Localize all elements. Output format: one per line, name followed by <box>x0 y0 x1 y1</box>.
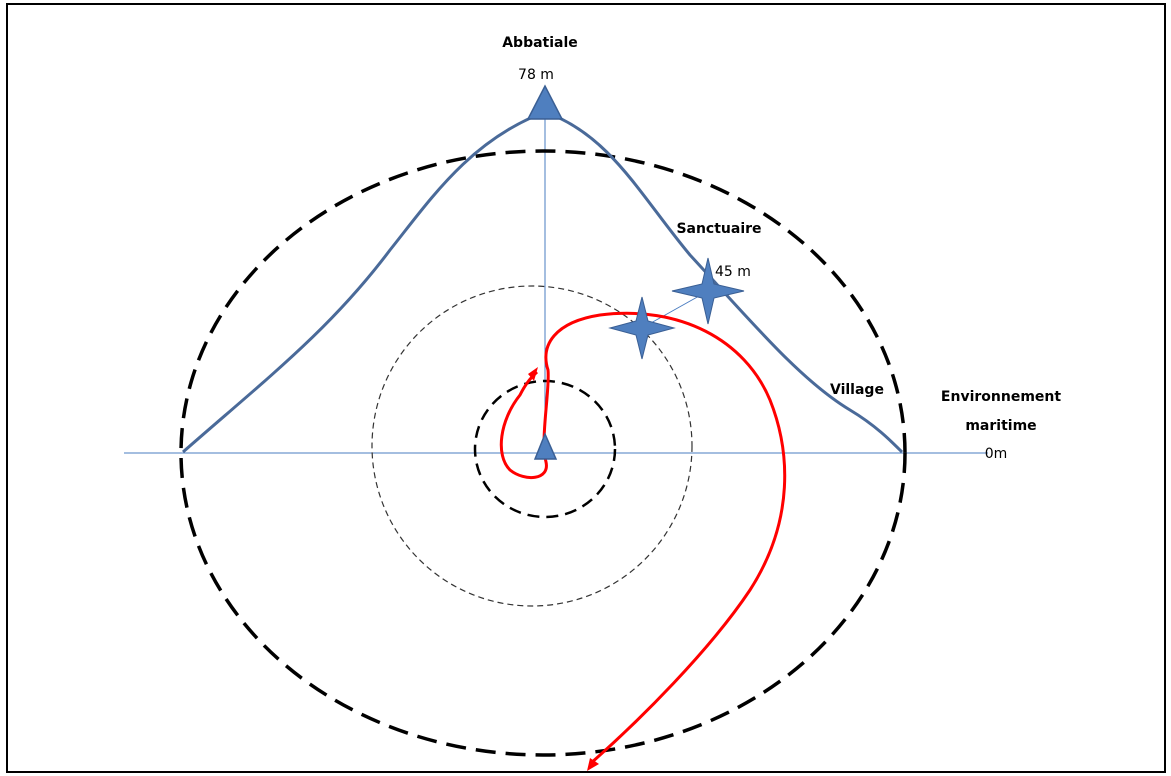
middle-dashed-circle <box>371 285 693 607</box>
abbatiale-label: Abbatiale <box>502 35 578 51</box>
path-arrowhead-start <box>528 367 538 381</box>
lower-sanctuary-star-icon <box>608 296 676 360</box>
sanctuaire-label: Sanctuaire <box>676 221 761 237</box>
village-label: Village <box>830 382 884 398</box>
mountain-profile <box>182 110 904 454</box>
abbatiale-triangle-icon <box>526 84 564 120</box>
path-arrowhead-end <box>587 758 599 771</box>
outer-dashed-ellipse <box>179 149 907 757</box>
sanctuary-star-icon <box>671 257 745 325</box>
pilgrimage-path <box>499 311 787 766</box>
inner-dashed-circle <box>473 379 617 519</box>
environnement-label-line2: maritime <box>965 418 1036 434</box>
sanctuaire-height-label: 45 m <box>715 264 751 280</box>
diagram-frame <box>6 3 1166 773</box>
abbatiale-height-label: 78 m <box>518 67 554 83</box>
environnement-label-line1: Environnement <box>941 389 1061 405</box>
sea-level-label: 0m <box>985 446 1008 462</box>
center-triangle-icon <box>533 432 558 460</box>
